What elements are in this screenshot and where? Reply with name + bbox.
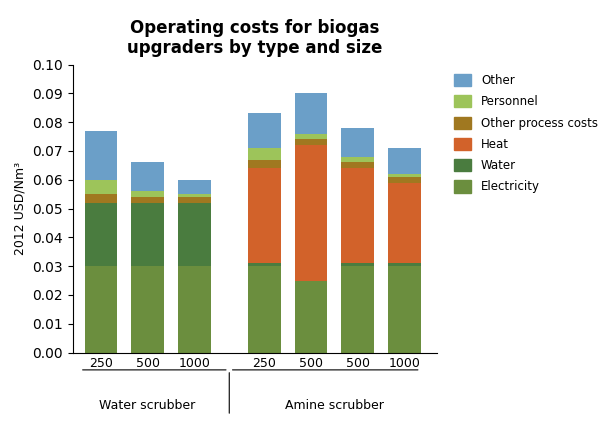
Bar (131, 197, 164, 203)
Bar (131, 203, 164, 266)
Bar (248, 148, 280, 160)
Bar (388, 183, 421, 263)
Bar (341, 163, 374, 168)
Bar (84, 131, 117, 180)
Bar (294, 139, 327, 145)
Bar (131, 163, 164, 191)
Bar (294, 280, 327, 353)
Bar (248, 168, 280, 263)
Bar (84, 203, 117, 266)
Bar (178, 194, 211, 197)
Bar (248, 266, 280, 353)
Bar (84, 180, 117, 194)
Bar (84, 194, 117, 203)
Y-axis label: 2012 USD/Nm³: 2012 USD/Nm³ (14, 162, 27, 255)
Bar (294, 93, 327, 134)
Bar (388, 148, 421, 174)
Bar (131, 191, 164, 197)
Bar (248, 114, 280, 148)
Bar (341, 168, 374, 263)
Bar (178, 266, 211, 353)
Bar (131, 266, 164, 353)
Bar (178, 203, 211, 266)
Bar (178, 180, 211, 194)
Bar (248, 263, 280, 266)
Bar (341, 157, 374, 163)
Text: Water scrubber: Water scrubber (100, 399, 195, 412)
Bar (84, 266, 117, 353)
Bar (341, 263, 374, 266)
Bar (341, 128, 374, 157)
Bar (248, 160, 280, 168)
Bar (294, 134, 327, 139)
Text: Amine scrubber: Amine scrubber (285, 399, 384, 412)
Bar (388, 177, 421, 183)
Bar (388, 263, 421, 266)
Bar (178, 197, 211, 203)
Bar (388, 174, 421, 177)
Bar (341, 266, 374, 353)
Bar (388, 266, 421, 353)
Legend: Other, Personnel, Other process costs, Heat, Water, Electricity: Other, Personnel, Other process costs, H… (450, 71, 602, 197)
Title: Operating costs for biogas
upgraders by type and size: Operating costs for biogas upgraders by … (127, 18, 382, 57)
Bar (294, 145, 327, 280)
